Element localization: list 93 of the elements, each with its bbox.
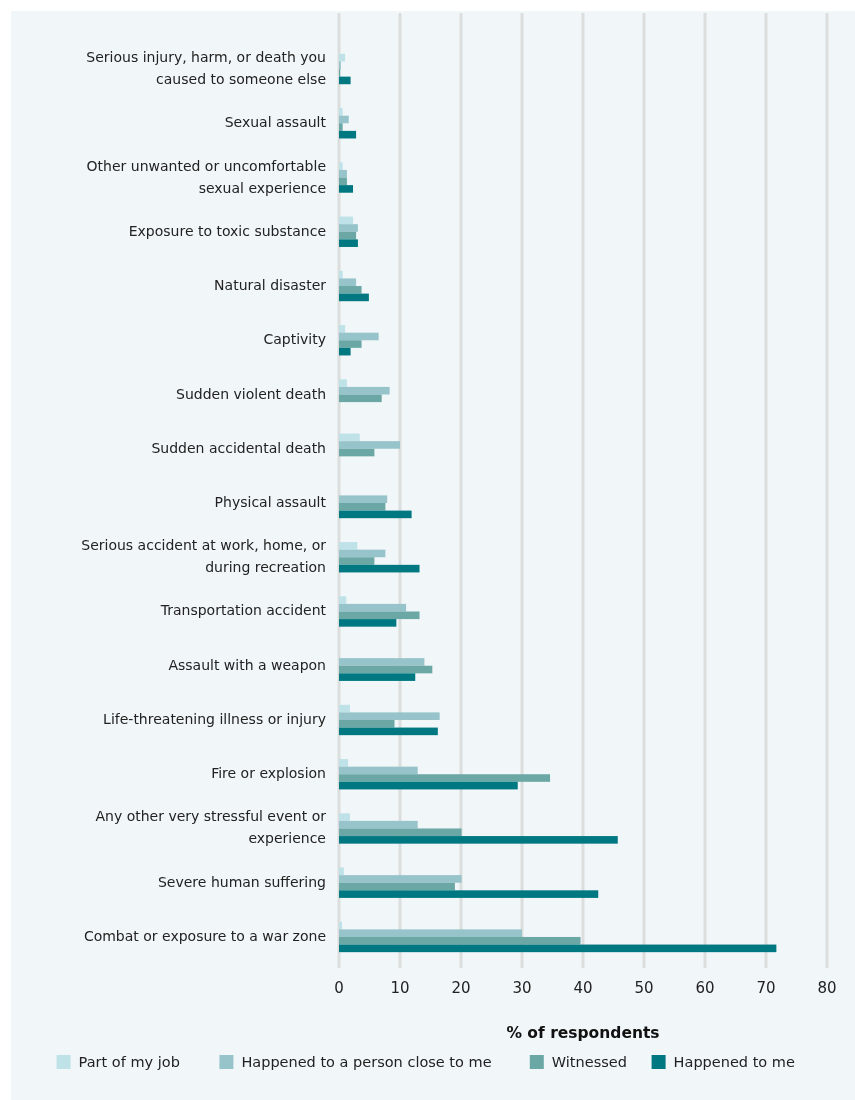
bar	[339, 231, 357, 240]
bar	[339, 719, 395, 728]
x-tick-label: 70	[756, 979, 776, 997]
bar	[339, 882, 455, 891]
bar	[339, 503, 386, 511]
x-tick-label: 30	[512, 979, 532, 997]
bar	[339, 727, 438, 736]
bar	[339, 239, 358, 247]
bar	[339, 712, 440, 720]
x-axis-title: % of respondents	[506, 1024, 660, 1042]
x-tick-label: 80	[817, 979, 837, 997]
y-tick-label: Natural disaster	[214, 277, 327, 294]
bar	[339, 177, 347, 186]
y-tick-label: Sudden violent death	[176, 385, 326, 402]
bar	[339, 216, 354, 225]
bar	[339, 542, 358, 550]
bar	[339, 76, 351, 85]
bar	[339, 658, 425, 666]
y-tick-label: Sexual assault	[224, 114, 327, 131]
bar	[339, 549, 386, 558]
bar	[339, 781, 518, 790]
bar	[339, 130, 357, 139]
bar	[339, 224, 358, 232]
legend-label: Witnessed	[551, 1054, 627, 1070]
bar	[339, 836, 618, 844]
bar	[339, 185, 354, 193]
bar	[339, 286, 362, 294]
bar	[339, 325, 346, 333]
y-tick-label: Transportation accident	[159, 602, 327, 619]
bar	[339, 433, 360, 442]
bar	[339, 603, 407, 612]
bar	[339, 123, 343, 131]
x-tick-label: 50	[634, 979, 654, 997]
legend-label: Part of my job	[78, 1054, 180, 1070]
y-tick-label: Life-threatening illness or injury	[103, 710, 326, 727]
bar	[339, 564, 420, 573]
bar	[339, 278, 357, 287]
bar	[339, 495, 388, 503]
y-tick-label: Other unwanted or uncomfortable sexual experience	[86, 157, 326, 196]
bar	[339, 53, 346, 62]
x-tick-label: 40	[573, 979, 593, 997]
y-tick-label: Captivity	[263, 331, 326, 348]
bar	[339, 611, 420, 620]
bar	[339, 379, 347, 387]
bar	[339, 169, 347, 178]
bar	[339, 759, 349, 767]
bar	[339, 441, 400, 449]
bar	[339, 944, 777, 953]
bar	[339, 704, 350, 713]
bar	[339, 665, 433, 674]
bar	[339, 340, 362, 348]
y-tick-label: Combat or exposure to a war zone	[83, 927, 326, 944]
y-tick-label: Severe human suffering	[157, 873, 326, 890]
bar	[339, 394, 382, 403]
bar	[339, 936, 581, 945]
y-tick-label: Physical assault	[214, 494, 327, 510]
y-tick-label: Assault with a weapon	[168, 656, 326, 673]
y-tick-label: Exposure to toxic substance	[128, 222, 326, 239]
bar	[339, 448, 375, 457]
bar	[339, 332, 379, 341]
bar	[339, 867, 344, 876]
bar	[339, 813, 350, 821]
x-tick-label: 0	[334, 979, 344, 997]
y-tick-label: Sudden accidental death	[151, 439, 326, 456]
x-tick-label: 60	[695, 979, 715, 997]
x-tick-label: 20	[451, 979, 471, 997]
legend-label: Happened to a person close to me	[241, 1054, 492, 1070]
bar	[339, 108, 343, 116]
bar	[339, 162, 343, 170]
bar	[339, 270, 343, 279]
bar	[339, 347, 351, 356]
bar	[339, 820, 418, 829]
legend-label: Happened to me	[673, 1054, 795, 1070]
bar	[339, 596, 347, 604]
bar	[339, 557, 375, 565]
bar	[339, 115, 349, 124]
bar	[339, 921, 343, 930]
bar	[339, 293, 369, 302]
bar	[339, 386, 390, 395]
y-tick-label: Fire or explosion	[211, 765, 326, 782]
x-tick-label: 10	[390, 979, 410, 997]
bar	[339, 766, 418, 775]
bar	[339, 510, 412, 519]
bar	[339, 828, 462, 837]
y-tick-label: Serious injury, harm, or death you caused to someone else	[86, 49, 326, 88]
bar	[339, 673, 416, 681]
y-tick-label: Any other very stressful event or experience	[95, 808, 327, 847]
bar	[339, 890, 599, 898]
bar	[339, 619, 397, 627]
bar	[339, 929, 522, 937]
y-tick-label: Serious accident at work, home, or during recreation	[81, 537, 327, 576]
bar	[339, 875, 462, 883]
bar	[339, 774, 551, 782]
